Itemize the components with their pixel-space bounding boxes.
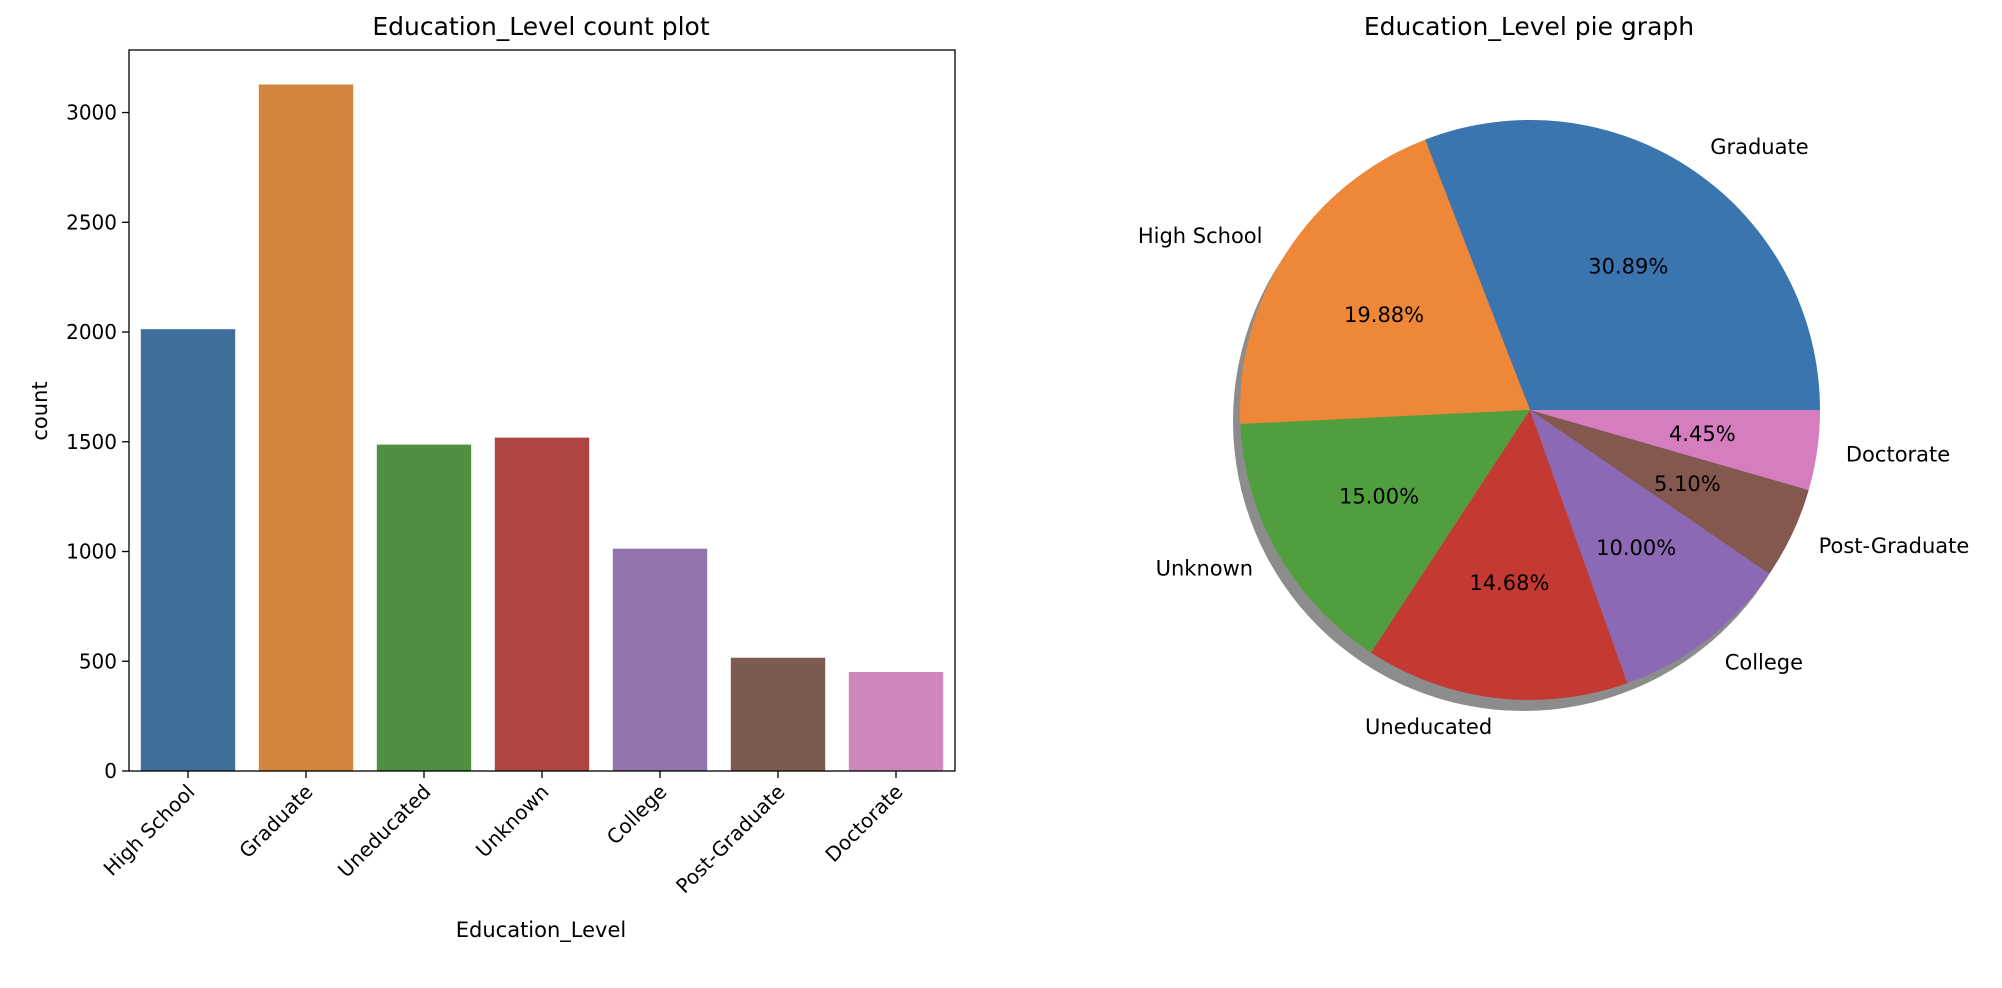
- x-tick-label: Doctorate: [820, 780, 907, 867]
- pie-percent-label: 14.68%: [1469, 571, 1549, 595]
- bar-high-school: [140, 329, 236, 771]
- pie-slice-unknown: [1240, 410, 1530, 653]
- pie-label: Unknown: [1156, 556, 1253, 580]
- y-tick-label: 3000: [66, 101, 117, 125]
- x-tick-label: Post-Graduate: [671, 780, 789, 898]
- pie-label: College: [1725, 651, 1803, 675]
- pie-percent-label: 5.10%: [1654, 472, 1721, 496]
- pie-percent-label: 30.89%: [1588, 254, 1668, 278]
- x-axis-ticks: High School Graduate Uneducated Unknown Coll…: [99, 771, 908, 898]
- pie-label: High School: [1138, 224, 1263, 248]
- x-axis-label: Education_Level: [456, 918, 626, 943]
- pie-percent-label: 4.45%: [1669, 422, 1736, 446]
- pie-chart: Education_Level pie graph Graduate 30.89%…: [1138, 12, 1970, 739]
- x-tick-label: Unknown: [471, 780, 554, 863]
- x-tick-label: High School: [99, 780, 200, 881]
- bar-doctorate: [848, 672, 944, 771]
- pie-slice-college: [1530, 410, 1770, 684]
- y-tick-label: 500: [79, 649, 117, 673]
- pie-chart-title: Education_Level pie graph: [1364, 12, 1694, 41]
- bar-post-graduate: [730, 657, 826, 771]
- x-tick-label: Uneducated: [333, 780, 436, 883]
- x-tick-label: Graduate: [234, 780, 317, 863]
- pie-percent-label: 10.00%: [1596, 536, 1676, 560]
- y-tick-label: 0: [104, 759, 117, 783]
- bar-chart: Education_Level count plot 0 500 1000 1500 2…: [28, 12, 956, 943]
- pie-label: Graduate: [1710, 135, 1808, 159]
- pie-slice-doctorate: [1530, 410, 1820, 491]
- pie-slice-high-school: [1240, 139, 1530, 425]
- bar-college: [612, 548, 708, 771]
- pie-slice-graduate: [1425, 119, 1820, 410]
- y-tick-label: 2000: [66, 320, 117, 344]
- pie-percent-label: 15.00%: [1339, 484, 1419, 508]
- y-tick-label: 2500: [66, 210, 117, 234]
- y-axis-label: count: [28, 381, 52, 440]
- bar-uneducated: [376, 444, 472, 771]
- pie-label-group: Graduate 30.89% High School 19.88% Unknown 15…: [1138, 135, 1970, 739]
- pie-label: Post-Graduate: [1819, 534, 1970, 558]
- bar-group: [140, 84, 944, 771]
- pie-label: Doctorate: [1846, 443, 1950, 467]
- y-axis-ticks: 0 500 1000 1500 2000 2500 3000: [66, 101, 129, 783]
- y-tick-label: 1500: [66, 430, 117, 454]
- bar-chart-title: Education_Level count plot: [372, 12, 709, 41]
- pie-percent-label: 19.88%: [1344, 303, 1424, 327]
- pie-slice-post-graduate: [1530, 410, 1809, 574]
- y-tick-label: 1000: [66, 540, 117, 564]
- pie-label: Uneducated: [1365, 715, 1492, 739]
- pie-slice-group: [1240, 119, 1820, 700]
- pie-slice-uneducated: [1371, 410, 1628, 700]
- x-tick-label: College: [602, 780, 672, 850]
- bar-graduate: [258, 84, 354, 771]
- bar-unknown: [494, 437, 590, 771]
